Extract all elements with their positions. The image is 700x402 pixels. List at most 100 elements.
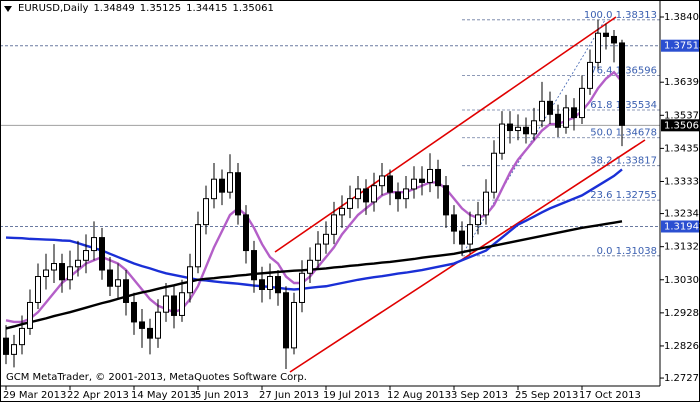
candle-body: [387, 175, 393, 193]
candle-body: [3, 337, 9, 355]
candle-body: [227, 172, 233, 193]
y-tick-label: 1.29280: [664, 308, 700, 319]
candle-body: [163, 295, 169, 313]
candle-body: [275, 276, 281, 294]
candle-body: [35, 276, 41, 303]
candle-body: [323, 233, 329, 245]
candle-body: [307, 259, 313, 274]
y-tick-label: 1.32340: [664, 209, 700, 220]
candle-body: [283, 292, 289, 349]
x-tick-label: 29 Mar 2013: [3, 390, 66, 401]
price-box-label: 1.31942: [664, 221, 700, 232]
candle-body: [139, 321, 145, 329]
candle-body: [115, 279, 121, 287]
candle-body: [43, 269, 49, 278]
candle-body: [435, 168, 441, 187]
candle-body: [187, 266, 193, 294]
open-value: 1.34849: [93, 3, 135, 14]
high-value: 1.35125: [139, 3, 182, 14]
candle-body: [603, 32, 609, 37]
symbol: EURUSD,Daily: [18, 3, 89, 14]
price-box: [661, 119, 699, 132]
candle-body: [291, 301, 297, 349]
candle-body: [411, 178, 417, 190]
moving-average: [5, 220, 623, 330]
x-tick-label: 12 Aug 2013: [387, 390, 451, 401]
candle-body: [443, 185, 449, 216]
candle-body: [91, 237, 97, 252]
candle-body: [555, 113, 561, 128]
candle-body: [579, 87, 585, 119]
candle-body: [123, 279, 129, 303]
candle-body: [299, 272, 305, 303]
candle-body: [451, 214, 457, 232]
moving-average: [5, 70, 623, 324]
candle-body: [51, 263, 57, 271]
candles: [3, 19, 625, 369]
candle-body: [619, 42, 625, 126]
moving-averages: [5, 70, 623, 330]
candle-body: [179, 292, 185, 316]
candle-body: [259, 279, 265, 290]
candle-body: [75, 259, 81, 268]
y-tick-label: 1.35370: [664, 110, 700, 121]
candle-body: [203, 198, 209, 226]
x-tick-label: 3 Sep 2013: [451, 390, 508, 401]
candle-body: [11, 344, 17, 355]
x-tick-label: 27 Jun 2013: [259, 390, 319, 401]
channel-lower: [289, 139, 646, 373]
candle-body: [19, 327, 25, 346]
candle-body: [155, 311, 161, 339]
channel-upper: [274, 16, 617, 253]
fib-label: 100.0 1.38313: [584, 10, 657, 21]
y-tick-label: 1.38400: [664, 12, 700, 23]
candle-body: [571, 107, 577, 119]
candle-body: [427, 168, 433, 183]
x-tick-label: 22 Apr 2013: [67, 390, 129, 401]
price-box: [661, 220, 699, 233]
y-tick-label: 1.30300: [664, 275, 700, 286]
candle-body: [195, 224, 201, 268]
candle-body: [331, 214, 337, 235]
fib-label: 23.6 1.32755: [590, 190, 657, 201]
candle-body: [99, 237, 105, 271]
candle-body: [563, 107, 569, 128]
candle-body: [67, 266, 73, 281]
candle-body: [523, 126, 529, 135]
candle-body: [251, 250, 257, 281]
candle-body: [83, 250, 89, 261]
fib-label: 0.0 1.31038: [597, 246, 657, 257]
candle-body: [491, 152, 497, 193]
y-tick-label: 1.27270: [664, 373, 700, 384]
candle-body: [587, 61, 593, 89]
candle-body: [515, 126, 521, 132]
x-tick-label: 14 May 2013: [131, 390, 196, 401]
moving-average: [5, 168, 623, 291]
candle-body: [531, 120, 537, 135]
candle-body: [243, 214, 249, 252]
price-box-label: 1.37515: [664, 41, 700, 52]
candle-body: [379, 175, 385, 187]
candle-body: [131, 301, 137, 323]
candle-body: [547, 100, 553, 115]
candle-body: [467, 224, 473, 245]
candle-body: [483, 191, 489, 216]
candle-body: [403, 188, 409, 200]
candle-body: [371, 185, 377, 203]
x-tick-label: 17 Oct 2013: [579, 390, 641, 401]
candle-body: [355, 188, 361, 200]
candle-body: [211, 178, 217, 200]
candle-body: [59, 263, 65, 281]
candle-body: [595, 32, 601, 63]
candle-body: [339, 207, 345, 216]
candle-body: [475, 214, 481, 226]
candle-body: [507, 123, 513, 132]
header-icon: [4, 5, 12, 12]
x-tick-label: 5 Jun 2013: [195, 390, 249, 401]
candle-body: [219, 178, 225, 193]
low-value: 1.34415: [186, 3, 228, 14]
price-box: [661, 39, 699, 52]
candle-body: [27, 301, 33, 329]
